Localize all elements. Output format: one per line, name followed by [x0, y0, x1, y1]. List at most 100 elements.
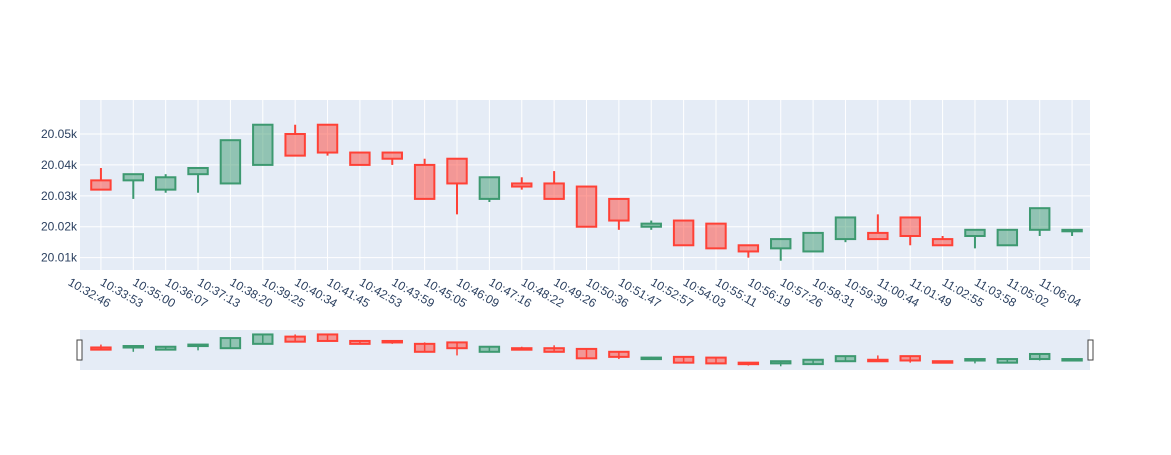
- rangeslider-candle-body: [737, 361, 760, 366]
- candle-10:32:46[interactable]: [90, 168, 112, 191]
- candle-body: [931, 238, 954, 247]
- candle-10:56:19[interactable]: [770, 238, 792, 261]
- rangeslider-candle-body: [252, 333, 274, 345]
- candle-10:59:39[interactable]: [867, 214, 889, 241]
- candle-10:49:26[interactable]: [575, 185, 598, 228]
- y-tick-label: 20.04k: [41, 158, 78, 172]
- rangeslider-candle-body: [575, 347, 598, 360]
- rangeslider-candle: [931, 360, 954, 364]
- candle-10:41:45[interactable]: [349, 151, 371, 166]
- rangeslider-candle: [154, 345, 177, 351]
- rangeslider-candle: [381, 339, 403, 344]
- candle-11:00:44[interactable]: [899, 216, 921, 246]
- rangeslider-candle-body: [478, 345, 501, 353]
- rangeslider-handle-left[interactable]: [76, 339, 83, 361]
- rangeslider-candle-body: [770, 360, 792, 365]
- candle-body: [802, 231, 824, 253]
- rangeslider-candle-body: [122, 345, 145, 349]
- candle-10:36:07[interactable]: [187, 167, 209, 193]
- candle-10:57:26[interactable]: [802, 231, 824, 253]
- rangeslider-candle-body: [867, 358, 889, 363]
- candle-10:42:53[interactable]: [381, 151, 403, 165]
- rangeslider-candle: [1028, 352, 1051, 361]
- candle-10:51:47[interactable]: [640, 220, 662, 230]
- candle-body: [381, 151, 403, 160]
- rangeslider-candle-body: [899, 355, 921, 362]
- rangeslider-candle-body: [996, 358, 1019, 364]
- rangeslider-candle: [1061, 358, 1083, 362]
- rangeslider-candle: [964, 358, 986, 364]
- candle-body: [608, 197, 630, 222]
- y-tick-label: 20.02k: [41, 220, 78, 234]
- rangeslider-candle: [316, 333, 339, 342]
- candle-body: [996, 228, 1019, 247]
- candle-10:35:00[interactable]: [154, 174, 177, 193]
- candle-10:40:34[interactable]: [316, 123, 339, 156]
- rangeslider-candle-body: [284, 335, 306, 343]
- y-axis-tick-labels: 20.01k 20.02k 20.03k 20.04k 20.05k: [41, 127, 78, 265]
- candle-body: [705, 222, 727, 250]
- candle-10:38:20[interactable]: [252, 123, 274, 166]
- candle-11:06:04[interactable]: [1061, 228, 1083, 236]
- rangeslider-candle: [802, 358, 824, 366]
- candle-10:47:16[interactable]: [511, 177, 533, 190]
- candle-10:50:36[interactable]: [608, 197, 630, 230]
- rangeslider-candle-body: [640, 356, 662, 361]
- rangeslider-candle-body: [931, 360, 954, 364]
- y-tick-label: 20.05k: [41, 127, 78, 141]
- candle-body: [284, 133, 306, 157]
- candle-body: [640, 222, 662, 228]
- rangeslider-candle: [770, 360, 792, 367]
- candle-body: [478, 176, 501, 200]
- candle-body: [770, 238, 792, 250]
- rangeslider-candle: [446, 341, 468, 356]
- rangeslider-candle: [737, 361, 760, 366]
- rangeslider-candle-body: [316, 333, 339, 342]
- rangeslider-candle: [219, 337, 242, 350]
- rangeslider-candle: [543, 345, 565, 353]
- rangeslider-candle: [608, 350, 630, 360]
- rangeslider-candle: [575, 347, 598, 360]
- candle-body: [575, 185, 598, 228]
- candle-body: [1061, 228, 1083, 233]
- candle-10:52:57[interactable]: [672, 219, 695, 247]
- candle-10:43:59[interactable]: [413, 158, 436, 200]
- rangeslider-candle-body: [705, 356, 727, 365]
- y-tick-label: 20.03k: [41, 189, 78, 203]
- candle-body: [834, 216, 857, 241]
- rangeslider-candle: [413, 342, 436, 353]
- rangeslider-candle-body: [381, 339, 403, 344]
- candle-body: [90, 179, 112, 191]
- rangeslider-candle-body: [802, 358, 824, 366]
- candle-body: [316, 123, 339, 154]
- candle-10:37:13[interactable]: [219, 139, 242, 185]
- candle-10:45:05[interactable]: [446, 157, 468, 215]
- rangeslider-candle: [672, 355, 695, 364]
- candle-10:48:22[interactable]: [543, 171, 565, 200]
- candle-11:05:02[interactable]: [1028, 207, 1051, 236]
- rangeslider-handle-right[interactable]: [1087, 339, 1094, 361]
- candle-10:46:09[interactable]: [478, 176, 501, 202]
- candle-10:55:11[interactable]: [737, 244, 760, 258]
- candle-body: [964, 228, 986, 237]
- rangeslider-candle: [349, 339, 371, 345]
- candle-11:03:58[interactable]: [996, 228, 1019, 247]
- rangeslider-candle-body: [187, 343, 209, 348]
- rangeslider-candle: [122, 345, 145, 352]
- candle-11:01:49[interactable]: [931, 236, 954, 247]
- rangeslider-candle: [705, 356, 727, 365]
- candle-body: [187, 167, 209, 176]
- rangeslider-candle-body: [154, 345, 177, 351]
- candle-10:39:25[interactable]: [284, 124, 306, 157]
- rangeslider-candle: [284, 334, 306, 343]
- rangeslider-candle-body: [543, 347, 565, 353]
- candle-10:33:53[interactable]: [122, 173, 145, 199]
- candle-10:54:03[interactable]: [705, 222, 727, 250]
- candle-10:58:31[interactable]: [834, 216, 857, 243]
- rangeslider-candle-body: [964, 358, 986, 362]
- candle-11:02:55[interactable]: [964, 228, 986, 249]
- candles[interactable]: [90, 123, 1083, 261]
- x-axis-tick-labels: 10:32:4610:33:5310:35:0010:36:0710:37:13…: [66, 275, 1084, 311]
